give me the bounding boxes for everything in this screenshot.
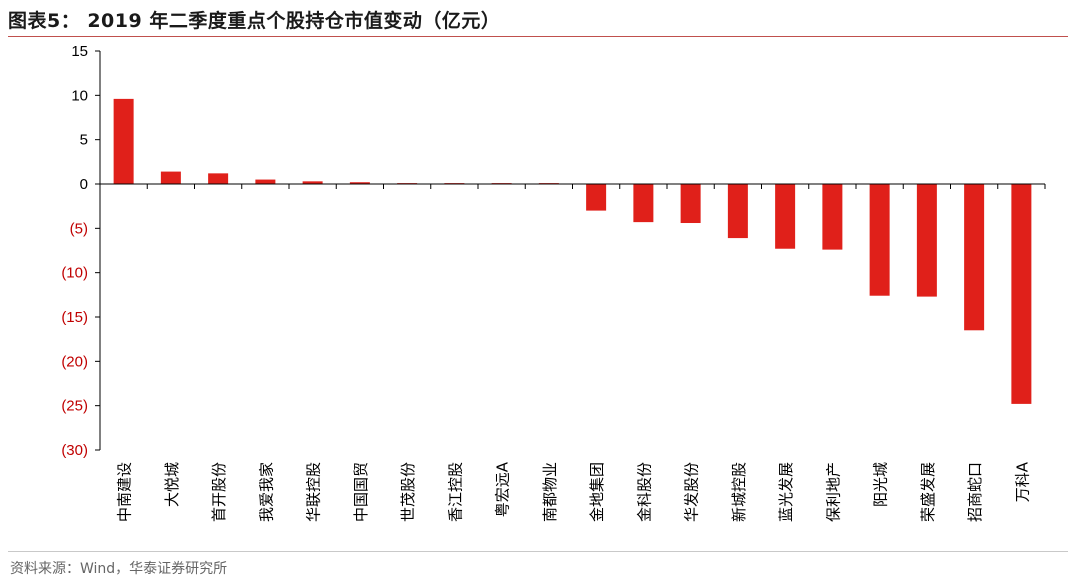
category-labels: 中南建设 大悦城 首开股份 我爱我家 华联控股 中国国贸 世茂股份 香江控股 粤宏远A 南都物业 金… [116,461,1032,522]
x-tick-label: 世茂股份 [399,462,417,522]
bar [208,173,229,184]
x-tick-label: 荣盛发展 [919,462,937,522]
bar [349,182,370,184]
bar [775,184,796,249]
x-tick-label: 阳光城 [872,462,890,507]
y-tick-label: 15 [71,43,88,60]
x-tick-label: 南都物业 [541,462,559,522]
x-tick-label: 华发股份 [683,462,701,522]
x-tick-label: 金地集团 [588,462,606,522]
x-tick-label: 蓝光发展 [777,462,795,522]
x-tick-label: 华联控股 [305,462,323,522]
footer-divider [8,551,1068,552]
x-tick-label: 中国国贸 [352,462,370,522]
bar [586,184,607,211]
y-tick-label: (25) [61,398,88,415]
bar [869,184,890,296]
bar-chart: 15 10 5 0 (5) (10) (15) (20) (25) (30) 中南建设 大悦城 首开股… [61,43,1046,522]
bars [113,98,1032,404]
y-tick-label: 10 [71,87,88,104]
y-tick-label: (15) [61,309,88,326]
y-tick-label: (5) [70,220,88,237]
bar [633,184,654,223]
bar [964,184,985,331]
x-tick-label: 万科A [1013,461,1031,502]
x-tick-label: 大悦城 [163,462,181,507]
bar [160,171,181,184]
bar [1011,184,1032,404]
x-tick-label: 金科股份 [635,462,653,522]
bar [680,184,701,224]
y-tick-label: 0 [80,176,88,193]
bar [916,184,937,297]
bar [113,98,134,184]
bar [727,184,748,239]
title-divider [8,36,1068,37]
bar [255,179,276,184]
chart-title: 图表5： 2019 年二季度重点个股持仓市值变动（亿元） [8,10,501,32]
y-axis: 15 10 5 0 (5) (10) (15) (20) (25) (30) [61,43,101,459]
x-axis [99,183,1046,189]
x-tick-label: 中南建设 [116,462,134,522]
x-tick-label: 新城控股 [730,462,748,522]
bar [302,181,323,184]
bar [822,184,843,250]
x-tick-label: 首开股份 [210,462,228,522]
x-tick-label: 香江控股 [446,462,464,522]
x-tick-label: 保利地产 [824,462,842,522]
source-note: 资料来源：Wind，华泰证券研究所 [10,561,228,577]
y-tick-label: (10) [61,265,88,282]
y-tick-label: 5 [80,132,88,149]
y-tick-label: (30) [61,442,88,459]
x-tick-label: 我爱我家 [257,462,275,522]
y-tick-label: (20) [61,353,88,370]
x-tick-label: 招商蛇口 [966,462,984,522]
x-tick-label: 粤宏远A [494,461,512,517]
